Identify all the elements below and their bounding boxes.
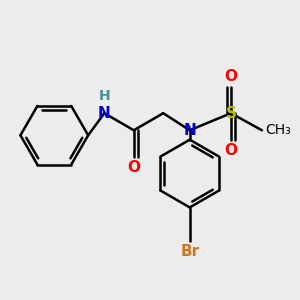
Text: Br: Br: [180, 244, 199, 259]
Text: H: H: [98, 88, 110, 103]
Text: O: O: [127, 160, 140, 175]
Text: S: S: [226, 106, 236, 121]
Text: O: O: [224, 142, 238, 158]
Text: CH₃: CH₃: [265, 123, 291, 137]
Text: O: O: [224, 69, 238, 84]
Text: N: N: [183, 123, 196, 138]
Text: N: N: [98, 106, 111, 121]
